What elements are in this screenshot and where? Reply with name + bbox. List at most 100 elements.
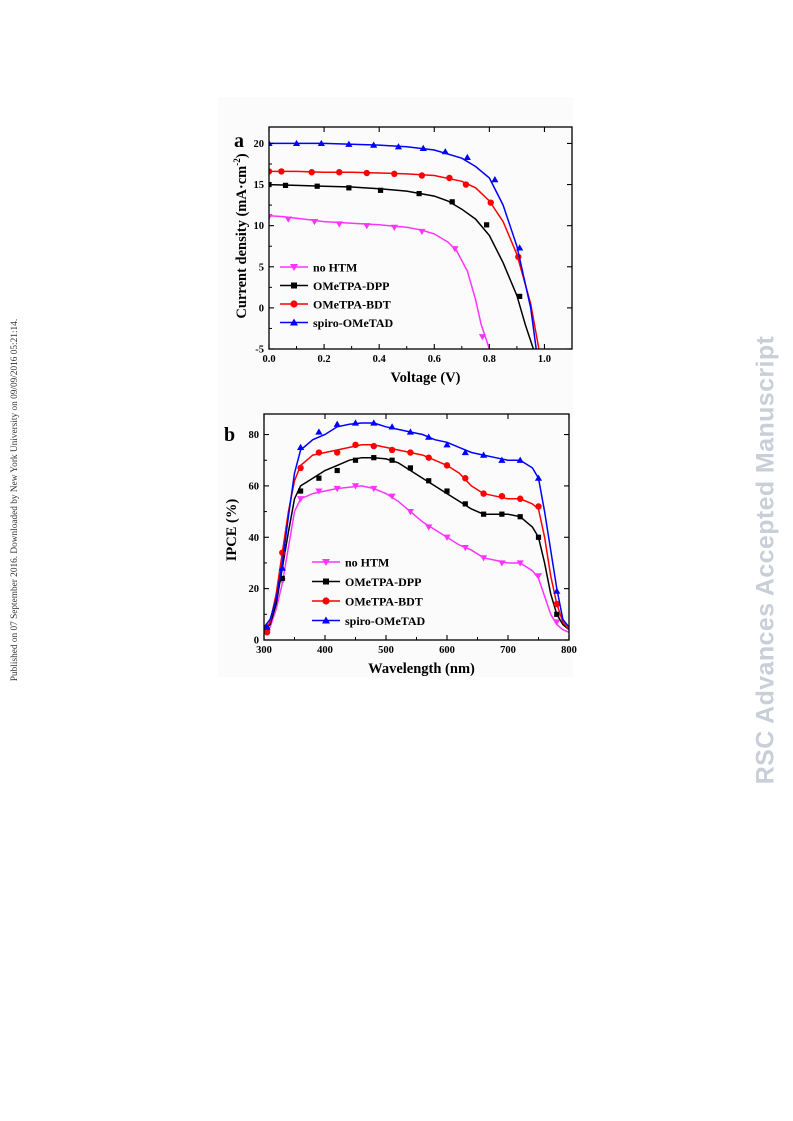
legend-marker xyxy=(322,597,330,605)
data-point xyxy=(352,457,359,463)
data-point xyxy=(308,169,315,176)
data-point xyxy=(516,456,524,463)
series-line xyxy=(264,485,569,633)
data-point xyxy=(418,228,426,236)
y-axis-label: Current density (mA·cm-2) xyxy=(232,153,250,318)
series-line xyxy=(269,170,540,349)
data-point xyxy=(553,587,561,594)
legend-item: no HTM xyxy=(312,556,389,570)
x-tick-label: 300 xyxy=(256,645,272,656)
data-point xyxy=(462,181,470,188)
data-point xyxy=(535,534,542,540)
data-point xyxy=(462,475,469,482)
data-point xyxy=(480,451,488,458)
data-point xyxy=(390,224,398,231)
data-point xyxy=(553,619,561,626)
data-point xyxy=(335,221,343,228)
data-point xyxy=(388,446,396,454)
data-point xyxy=(269,168,273,175)
x-tick-label: 500 xyxy=(378,645,394,656)
data-point xyxy=(278,168,285,175)
legend-item: OMeTPA-DPP xyxy=(312,575,421,589)
series-ometpa-bdt xyxy=(264,441,569,636)
data-point xyxy=(333,420,341,427)
data-point xyxy=(336,169,343,176)
data-point xyxy=(498,492,506,500)
series-line xyxy=(264,456,569,631)
x-tick-label: 0.2 xyxy=(318,354,331,365)
data-point xyxy=(418,172,426,179)
legend-marker xyxy=(290,300,298,308)
legend-item: spiro-OMeTAD xyxy=(280,316,394,330)
legend-marker xyxy=(290,318,298,326)
data-point xyxy=(264,629,271,636)
data-point xyxy=(389,457,395,463)
data-point xyxy=(406,508,414,516)
data-point xyxy=(487,199,494,206)
legend-label: OMeTPA-BDT xyxy=(313,298,391,312)
y-tick-label: 40 xyxy=(249,533,260,544)
figure-background xyxy=(218,97,573,677)
legend-item: spiro-OMeTAD xyxy=(312,614,426,628)
data-point xyxy=(516,560,524,567)
x-axis-label: Wavelength (nm) xyxy=(368,661,475,677)
data-point xyxy=(282,182,289,188)
series-spiro-ometad xyxy=(264,419,569,630)
y-tick-label: 15 xyxy=(254,180,265,191)
data-point xyxy=(334,467,340,474)
data-point xyxy=(499,511,505,517)
legend-label: spiro-OMeTAD xyxy=(345,614,426,628)
series-no-htm xyxy=(269,214,491,349)
data-point xyxy=(297,443,305,450)
series-no-htm xyxy=(264,483,569,636)
data-point xyxy=(333,485,341,493)
series-line xyxy=(269,183,535,349)
x-tick-label: 1.0 xyxy=(538,354,551,365)
series-line xyxy=(269,215,491,349)
data-point xyxy=(407,465,413,471)
panel-label: a xyxy=(234,130,244,152)
data-point xyxy=(406,428,414,435)
legend-marker xyxy=(323,578,329,585)
data-point xyxy=(553,600,560,608)
legend-label: no HTM xyxy=(313,261,357,275)
data-point xyxy=(463,153,471,161)
y-tick-label: 20 xyxy=(249,584,260,595)
data-point xyxy=(407,449,414,456)
y-tick-label: 10 xyxy=(254,221,265,232)
data-point xyxy=(388,423,396,430)
legend-marker xyxy=(291,282,297,289)
data-point xyxy=(264,623,271,630)
data-point xyxy=(451,246,459,253)
data-point xyxy=(449,199,455,205)
series-ometpa-dpp xyxy=(269,181,535,349)
data-point xyxy=(481,511,487,517)
legend-marker xyxy=(322,559,330,566)
data-point xyxy=(480,490,487,497)
data-point xyxy=(279,575,285,581)
data-point xyxy=(297,496,305,503)
x-tick-label: 0.6 xyxy=(428,354,441,365)
data-point xyxy=(315,449,323,456)
legend-label: OMeTPA-BDT xyxy=(345,595,423,609)
data-point xyxy=(484,222,490,228)
y-tick-label: -5 xyxy=(255,345,264,356)
data-point xyxy=(391,170,398,178)
data-point xyxy=(317,139,325,147)
data-point xyxy=(363,169,370,177)
data-point xyxy=(416,191,422,197)
chart-panel-a: 0.0 0.2 0.4 0.6 0.8 1.0 -5 0 5 10 15 20 Voltage (V) C… xyxy=(232,126,573,386)
legend: no HTM OMeTPA-DPP OMeTPA-BDT spiro-OMeTAD xyxy=(312,556,426,628)
data-point xyxy=(284,216,292,223)
data-point xyxy=(351,419,360,426)
data-point xyxy=(278,564,286,571)
data-point xyxy=(461,544,469,552)
data-point xyxy=(461,448,469,456)
data-point xyxy=(426,478,432,484)
y-tick-label: 0 xyxy=(254,636,259,647)
x-tick-label: 0.4 xyxy=(373,354,387,365)
legend-label: OMeTPA-DPP xyxy=(345,575,421,589)
data-point xyxy=(314,183,320,189)
data-point xyxy=(363,223,371,230)
